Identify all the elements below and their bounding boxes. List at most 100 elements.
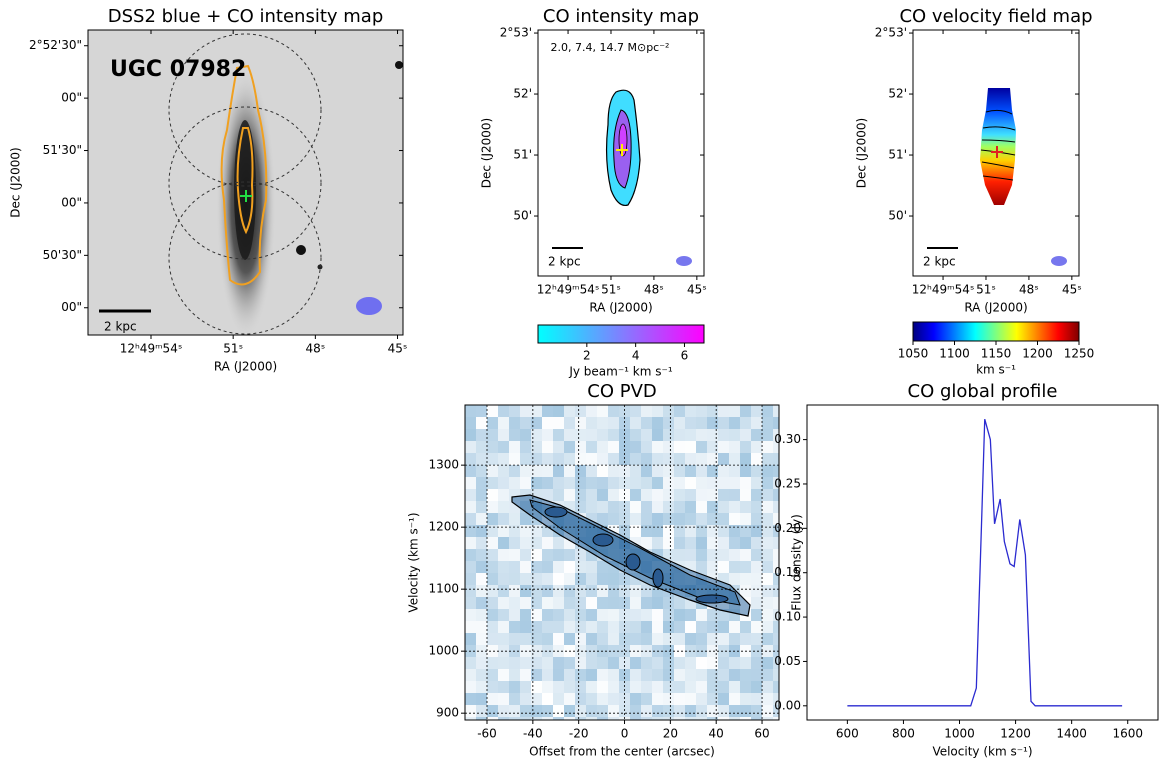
pvd-pixel	[476, 561, 487, 573]
pvd-pixel	[476, 489, 487, 501]
pvd-pixel	[663, 489, 674, 501]
pvd-pixel	[663, 429, 674, 441]
y-tick-label: 50'	[513, 209, 532, 223]
pvd-pixel	[696, 633, 707, 645]
pvd-pixel	[729, 669, 740, 681]
pvd-pixel	[509, 585, 520, 597]
pvd-pixel	[487, 429, 498, 441]
pvd-pixel	[751, 681, 762, 693]
pvd-pixel	[696, 429, 707, 441]
pvd-pixel	[773, 465, 779, 477]
pvd-pixel	[608, 489, 619, 501]
pvd-pixel	[520, 573, 531, 585]
x-tick-label: 48ˢ	[305, 342, 325, 356]
y-tick-label: 00"	[61, 195, 82, 209]
pvd-pixel	[674, 489, 685, 501]
pvd-pixel	[498, 693, 509, 705]
pvd-pixel	[740, 489, 751, 501]
pvd-pixel	[586, 693, 597, 705]
pvd-pixel	[641, 597, 652, 609]
pvd-pixel	[685, 501, 696, 513]
pvd-pixel	[674, 645, 685, 657]
pvd-pixel	[696, 705, 707, 717]
pvd-pixel	[509, 669, 520, 681]
pvd-pixel	[729, 693, 740, 705]
pvd-pixel	[630, 405, 641, 417]
pvd-pixel	[509, 717, 520, 720]
pvd-pixel	[685, 561, 696, 573]
pvd-pixel	[773, 429, 779, 441]
pvd-pixel	[575, 633, 586, 645]
pvd-pixel	[663, 477, 674, 489]
contour-levels: 2.0, 7.4, 14.7 M⊙pc⁻²	[551, 41, 670, 54]
pvd-pixel	[652, 657, 663, 669]
pvd-pixel	[520, 429, 531, 441]
pvd-pixel	[520, 693, 531, 705]
pvd-pixel	[663, 549, 674, 561]
pvd-pixel	[773, 621, 779, 633]
pvd-pixel	[718, 537, 729, 549]
pvd-pixel	[597, 693, 608, 705]
pvd-pixel	[751, 585, 762, 597]
y-tick-label: 2°52'30"	[29, 38, 82, 52]
pvd-pixel	[542, 681, 553, 693]
pvd-pixel	[674, 525, 685, 537]
pvd-pixel	[685, 417, 696, 429]
pvd-pixel	[487, 657, 498, 669]
pvd-pixel	[542, 477, 553, 489]
pvd-pixel	[553, 537, 564, 549]
pvd-pixel	[520, 453, 531, 465]
colorbar	[912, 321, 1080, 342]
pvd-pixel	[465, 405, 476, 417]
velocity-map	[927, 88, 1067, 266]
pvd-pixel	[674, 657, 685, 669]
pvd-pixel	[652, 717, 663, 720]
pvd-pixel	[718, 513, 729, 525]
pvd-pixel	[773, 501, 779, 513]
pvd-pixel	[465, 681, 476, 693]
pvd-pixel	[663, 657, 674, 669]
chart-title: CO velocity field map	[899, 6, 1092, 27]
pvd-pixel	[553, 717, 564, 720]
pvd-pixel	[718, 525, 729, 537]
pvd-pixel	[718, 501, 729, 513]
pvd-pixel	[597, 609, 608, 621]
pvd-pixel	[553, 453, 564, 465]
pvd-pixel	[531, 633, 542, 645]
pvd-pixel	[674, 477, 685, 489]
pvd-pixel	[487, 537, 498, 549]
pvd-pixel	[509, 405, 520, 417]
pvd-pixel	[718, 693, 729, 705]
pvd-pixel	[740, 561, 751, 573]
pvd-pixel	[762, 525, 773, 537]
pvd-pixel	[553, 489, 564, 501]
pvd-pixel	[542, 405, 553, 417]
pvd-pixel	[498, 705, 509, 717]
y-tick-label: 1000	[428, 644, 459, 658]
pvd-pixel	[751, 621, 762, 633]
pvd-pixel	[498, 441, 509, 453]
pvd-pixel	[696, 621, 707, 633]
pvd-pixel	[597, 669, 608, 681]
pvd-pixel	[740, 465, 751, 477]
pvd-pixel	[762, 405, 773, 417]
pvd-pixel	[487, 549, 498, 561]
pvd-pixel	[674, 681, 685, 693]
y-axis-label: Dec (J2000)	[9, 147, 23, 217]
pvd-pixel	[663, 717, 674, 720]
pvd-pixel	[707, 513, 718, 525]
pvd-pixel	[652, 429, 663, 441]
pvd-pixel	[729, 561, 740, 573]
pvd-pixel	[564, 597, 575, 609]
pvd-pixel	[531, 657, 542, 669]
pvd-pixel	[542, 573, 553, 585]
pvd-pixel	[773, 405, 779, 417]
pvd-pixel	[531, 621, 542, 633]
pvd-pixel	[487, 705, 498, 717]
pvd-pixel	[465, 609, 476, 621]
pvd-pixel	[652, 537, 663, 549]
pvd-pixel	[685, 621, 696, 633]
pvd-pixel	[773, 717, 779, 720]
pvd-pixel	[641, 717, 652, 720]
pvd-pixel	[740, 429, 751, 441]
